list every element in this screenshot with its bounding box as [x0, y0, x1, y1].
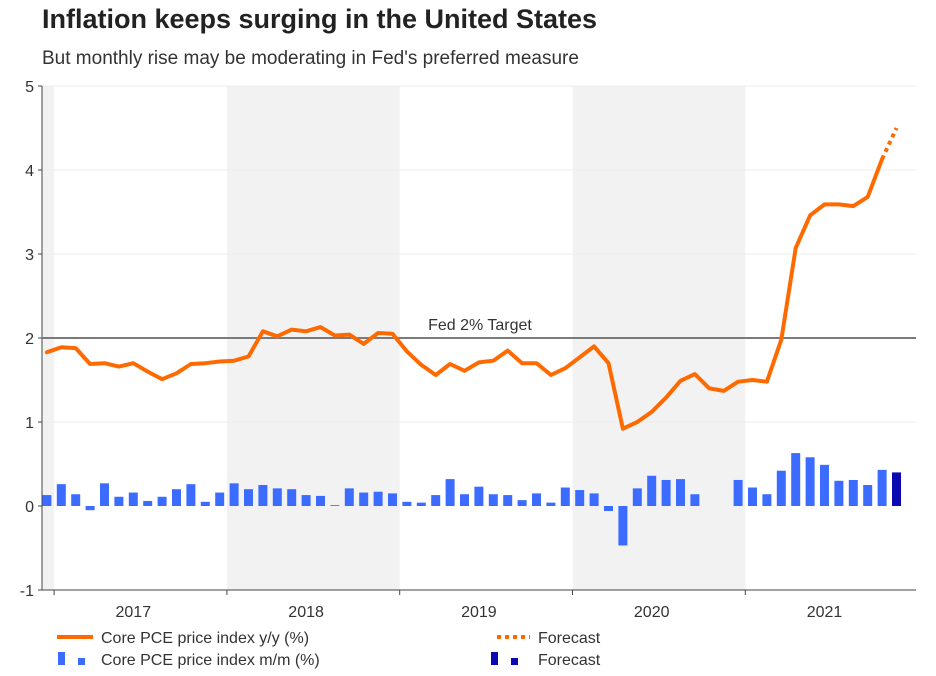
bar-mm — [373, 491, 383, 506]
legend-label-forecast-line: Forecast — [538, 630, 601, 647]
bar-mm — [200, 501, 210, 506]
bar-mm — [344, 488, 354, 506]
bar-mm — [301, 495, 311, 506]
y-tick-label: 2 — [25, 331, 34, 348]
bar-mm — [114, 496, 124, 506]
legend: Core PCE price index y/y (%) Forecast Co… — [57, 630, 601, 669]
bar-mm — [762, 494, 772, 506]
bar-mm — [517, 500, 527, 506]
y-tick-label: 0 — [25, 499, 34, 516]
bar-mm — [402, 501, 412, 506]
bar-mm — [244, 489, 253, 506]
bar-mm-forecast — [892, 472, 901, 506]
bar-mm — [258, 485, 268, 506]
yy-line — [44, 157, 885, 431]
x-tick-label: 2018 — [288, 604, 324, 621]
y-tick-label: 4 — [25, 163, 34, 180]
mm-bars — [42, 453, 901, 546]
bar-mm — [71, 494, 81, 506]
bar-mm — [733, 479, 743, 506]
bar-mm — [776, 470, 786, 506]
bar-mm — [618, 506, 628, 546]
bar-mm — [100, 483, 109, 506]
yy-forecast-line — [880, 127, 899, 160]
legend-swatch-forecast-bar-1 — [491, 652, 498, 665]
bar-mm — [85, 506, 95, 511]
bar-mm — [546, 502, 556, 506]
chart-subtitle: But monthly rise may be moderating in Fe… — [42, 48, 579, 69]
y-tick-label: 5 — [25, 79, 34, 96]
bar-mm — [560, 487, 570, 506]
y-tick-labels: -1 0 1 2 3 4 5 — [20, 79, 42, 600]
bar-mm — [834, 480, 844, 506]
bar-mm — [172, 489, 181, 506]
bar-mm — [532, 493, 541, 506]
y-tick-label: 1 — [25, 415, 34, 432]
y-tick-label: 3 — [25, 247, 34, 264]
y-tick-label: -1 — [20, 583, 34, 600]
bar-mm — [647, 475, 657, 506]
legend-label-yy: Core PCE price index y/y (%) — [101, 630, 309, 647]
bar-mm — [604, 506, 613, 512]
bar-mm — [445, 479, 455, 506]
bar-mm — [877, 469, 887, 506]
bar-mm — [229, 483, 239, 506]
bar-mm — [503, 495, 513, 506]
legend-swatch-mm-bar-2 — [78, 658, 85, 665]
x-tick-label: 2017 — [116, 604, 152, 621]
bar-mm — [863, 485, 873, 506]
bar-mm — [143, 500, 153, 506]
chart-title: Inflation keeps surging in the United St… — [42, 4, 598, 34]
bar-mm — [316, 495, 325, 506]
bar-mm — [690, 494, 700, 506]
bar-mm — [676, 479, 685, 506]
bar-mm — [157, 496, 167, 506]
bar-mm — [272, 488, 282, 506]
bar-mm — [820, 464, 829, 506]
bar-mm — [431, 495, 441, 506]
target-label: Fed 2% Target — [428, 317, 532, 334]
bar-mm — [848, 479, 858, 506]
x-tick-label: 2019 — [461, 604, 497, 621]
bar-mm — [474, 486, 484, 506]
legend-swatch-mm-bar-1 — [58, 652, 65, 665]
legend-swatch-forecast-bar-2 — [511, 658, 518, 665]
bar-mm — [388, 493, 397, 506]
bar-mm — [186, 484, 196, 506]
bar-mm — [488, 494, 498, 506]
bar-mm — [287, 489, 297, 506]
bar-mm — [589, 493, 599, 506]
bar-mm — [632, 488, 642, 506]
grid-lines — [42, 85, 916, 423]
bar-mm — [805, 457, 815, 506]
bar-mm — [42, 495, 52, 506]
bar-mm — [791, 453, 801, 506]
bar-mm — [661, 479, 671, 506]
legend-label-mm: Core PCE price index m/m (%) — [101, 652, 320, 669]
bar-mm — [215, 492, 225, 506]
bar-mm — [416, 502, 426, 506]
x-tick-label: 2021 — [807, 604, 843, 621]
bar-mm — [128, 492, 138, 506]
legend-label-forecast-bar: Forecast — [538, 652, 601, 669]
x-tick-label: 2020 — [634, 604, 670, 621]
x-tick-labels: 2017 2018 2019 2020 2021 — [53, 590, 843, 621]
bar-mm — [748, 487, 757, 506]
bar-mm — [359, 492, 369, 506]
bar-mm — [56, 484, 66, 506]
bar-mm — [330, 505, 340, 506]
bar-mm — [460, 494, 469, 506]
bar-mm — [575, 490, 585, 506]
